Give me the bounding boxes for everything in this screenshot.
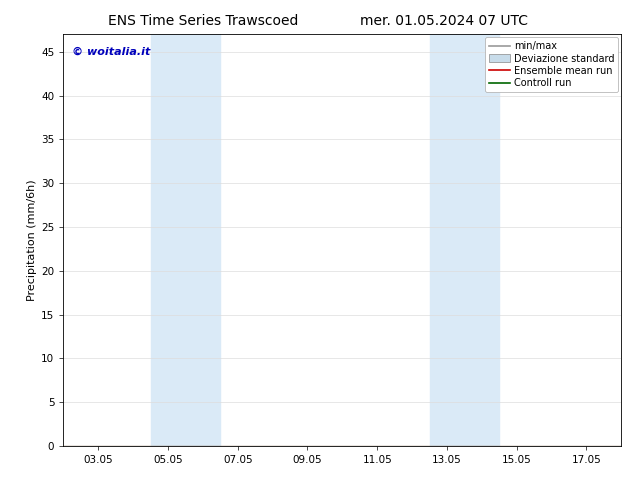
Legend: min/max, Deviazione standard, Ensemble mean run, Controll run: min/max, Deviazione standard, Ensemble m… xyxy=(485,37,618,92)
Y-axis label: Precipitation (mm/6h): Precipitation (mm/6h) xyxy=(27,179,37,301)
Bar xyxy=(150,34,221,446)
Text: ENS Time Series Trawscoed: ENS Time Series Trawscoed xyxy=(108,14,298,28)
Bar xyxy=(429,34,500,446)
Text: © woitalia.it: © woitalia.it xyxy=(72,47,150,57)
Text: mer. 01.05.2024 07 UTC: mer. 01.05.2024 07 UTC xyxy=(360,14,527,28)
